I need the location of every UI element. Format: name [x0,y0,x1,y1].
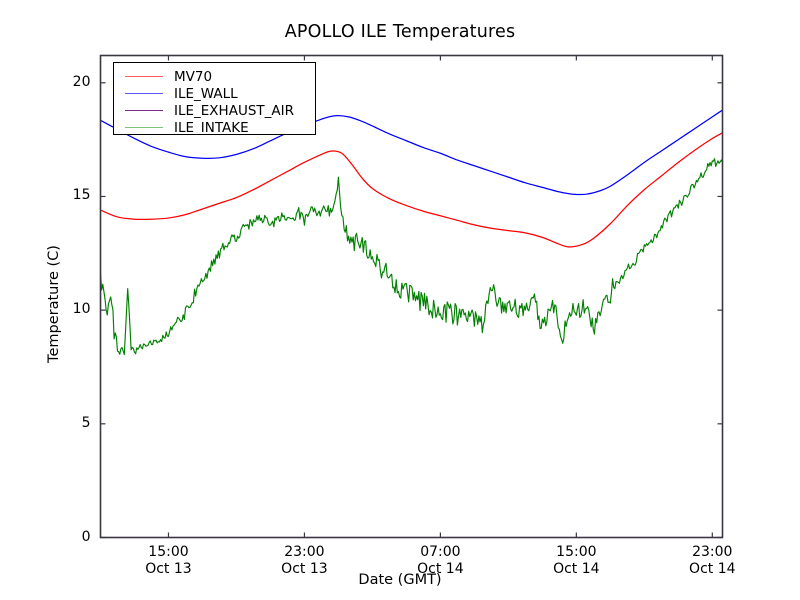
y-tick-label: 10 [72,301,91,318]
x-tick-label: 07:00 Oct 14 [380,544,500,578]
legend-label: ILE_INTAKE [174,119,249,136]
x-tick-date: Oct 14 [689,560,736,577]
legend-label: ILE_EXHAUST_AIR [174,102,294,119]
y-axis-label: Temperature (C) [46,245,62,363]
legend-color-swatch [125,110,163,111]
y-tick-label: 0 [81,528,91,545]
x-tick-date: Oct 13 [145,560,192,577]
legend-color-swatch [125,93,163,94]
x-tick-time: 23:00 [692,543,733,560]
y-tick-label: 5 [81,414,91,431]
x-tick-time: 07:00 [420,543,461,560]
x-tick-date: Oct 14 [417,560,464,577]
x-axis-label: Date (GMT) [358,572,442,588]
legend-label: MV70 [174,68,213,85]
x-tick-label: 23:00 Oct 14 [652,544,772,578]
legend-color-swatch [125,76,163,77]
legend-label: ILE_WALL [174,85,238,102]
x-tick-time: 15:00 [148,543,189,560]
legend-item-ile-intake: ILE_INTAKE [114,119,315,136]
chart-legend: MV70 ILE_WALL ILE_EXHAUST_AIR ILE_INTAKE [113,62,316,136]
x-tick-date: Oct 13 [281,560,328,577]
y-tick-label: 20 [72,73,91,90]
page-title: APOLLO ILE Temperatures [284,22,516,42]
y-tick-label: 15 [72,187,91,204]
x-tick-date: Oct 14 [553,560,600,577]
legend-color-swatch [125,127,163,128]
x-tick-label: 15:00 Oct 14 [516,544,636,578]
legend-item-ile-exhaust-air: ILE_EXHAUST_AIR [114,102,315,119]
legend-item-ile-wall: ILE_WALL [114,85,315,102]
legend-item-mv70: MV70 [114,68,315,85]
x-tick-label: 23:00 Oct 13 [244,544,364,578]
x-tick-time: 23:00 [284,543,325,560]
x-tick-time: 15:00 [556,543,597,560]
x-tick-label: 15:00 Oct 13 [108,544,228,578]
